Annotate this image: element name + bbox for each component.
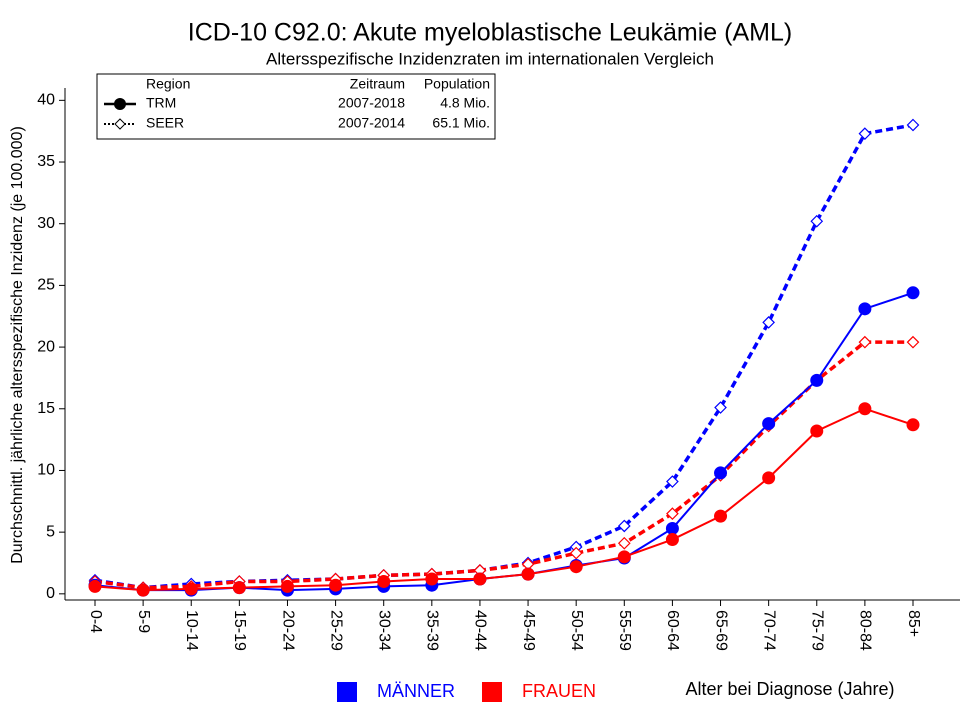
x-tick-label: 35-39: [424, 610, 441, 651]
x-tick-label: 80-84: [857, 610, 874, 651]
legend-label: MÄNNER: [377, 681, 455, 701]
legend-marker: [114, 98, 126, 110]
x-tick-label: 40-44: [472, 610, 489, 651]
point: [762, 316, 775, 329]
point: [280, 579, 294, 593]
point: [617, 550, 631, 564]
x-tick-label: 60-64: [664, 610, 681, 651]
x-tick-label: 45-49: [520, 610, 537, 651]
y-tick-label: 30: [37, 215, 55, 232]
point: [810, 373, 824, 387]
point: [762, 417, 776, 431]
point: [810, 214, 824, 228]
x-tick-label: 65-69: [712, 610, 729, 651]
legend-population: 65.1 Mio.: [432, 115, 490, 131]
point: [906, 335, 920, 349]
point: [617, 536, 631, 550]
point: [521, 567, 535, 581]
chart-subtitle: Altersspezifische Inzidenzraten im inter…: [266, 49, 714, 68]
series-line: [94, 291, 914, 592]
point: [329, 578, 343, 592]
y-tick-label: 10: [37, 462, 55, 479]
point: [810, 424, 824, 438]
y-tick-label: 20: [37, 338, 55, 355]
x-axis-title: Alter bei Diagnose (Jahre): [685, 679, 894, 699]
legend-swatch: [337, 682, 357, 702]
y-tick-label: 25: [37, 277, 55, 294]
x-tick-label: 70-74: [760, 610, 777, 651]
point: [425, 572, 439, 586]
y-tick-label: 5: [46, 523, 55, 540]
point: [617, 519, 631, 533]
point: [136, 583, 150, 597]
point: [762, 471, 776, 485]
legend-header: Region: [146, 76, 190, 92]
point: [858, 302, 872, 316]
point: [666, 507, 679, 520]
point: [665, 521, 679, 535]
y-axis-title: Durchschnittl. jährliche altersspezifisc…: [9, 126, 26, 564]
x-tick-label: 10-14: [183, 610, 200, 651]
point: [906, 118, 920, 132]
series-line: [94, 340, 913, 590]
point: [858, 402, 872, 416]
x-tick-label: 75-79: [809, 610, 826, 651]
y-tick-label: 40: [37, 92, 55, 109]
legend-marker: [114, 118, 126, 130]
x-tick-label: 85+: [905, 610, 922, 637]
legend-swatch: [482, 682, 502, 702]
point: [232, 581, 246, 595]
x-tick-label: 25-29: [327, 610, 344, 651]
point: [714, 509, 728, 523]
y-tick-label: 15: [37, 400, 55, 417]
x-tick-label: 50-54: [568, 610, 585, 651]
legend-header: Population: [424, 76, 490, 92]
point: [714, 466, 728, 480]
point: [473, 572, 487, 586]
x-tick-label: 15-19: [231, 610, 248, 651]
point: [377, 574, 391, 588]
point: [665, 533, 679, 547]
legend-box: [96, 73, 496, 140]
y-tick-label: 0: [46, 585, 55, 602]
x-tick-label: 0-4: [87, 610, 104, 633]
chart-title: ICD-10 C92.0: Akute myeloblastische Leuk…: [188, 19, 792, 47]
legend-period: 2007-2018: [338, 95, 405, 111]
point: [184, 582, 198, 596]
point: [569, 546, 583, 560]
x-tick-label: 30-34: [375, 610, 392, 651]
y-tick-label: 35: [37, 153, 55, 170]
point: [906, 286, 920, 300]
point: [858, 335, 872, 349]
legend-population: 4.8 Mio.: [440, 95, 490, 111]
point: [714, 401, 727, 414]
legend-period: 2007-2014: [338, 115, 405, 131]
series-line: [94, 123, 914, 590]
point: [88, 579, 102, 593]
x-tick-label: 5-9: [135, 610, 152, 633]
point: [906, 418, 920, 432]
point: [666, 475, 679, 488]
legend-header: Zeitraum: [350, 76, 405, 92]
point: [858, 127, 872, 140]
series-line: [94, 407, 914, 592]
legend-label: FRAUEN: [522, 681, 596, 701]
legend-region: TRM: [146, 95, 176, 111]
x-tick-label: 55-59: [616, 610, 633, 651]
legend-region: SEER: [146, 115, 184, 131]
x-tick-label: 20-24: [279, 610, 296, 651]
point: [569, 560, 583, 574]
